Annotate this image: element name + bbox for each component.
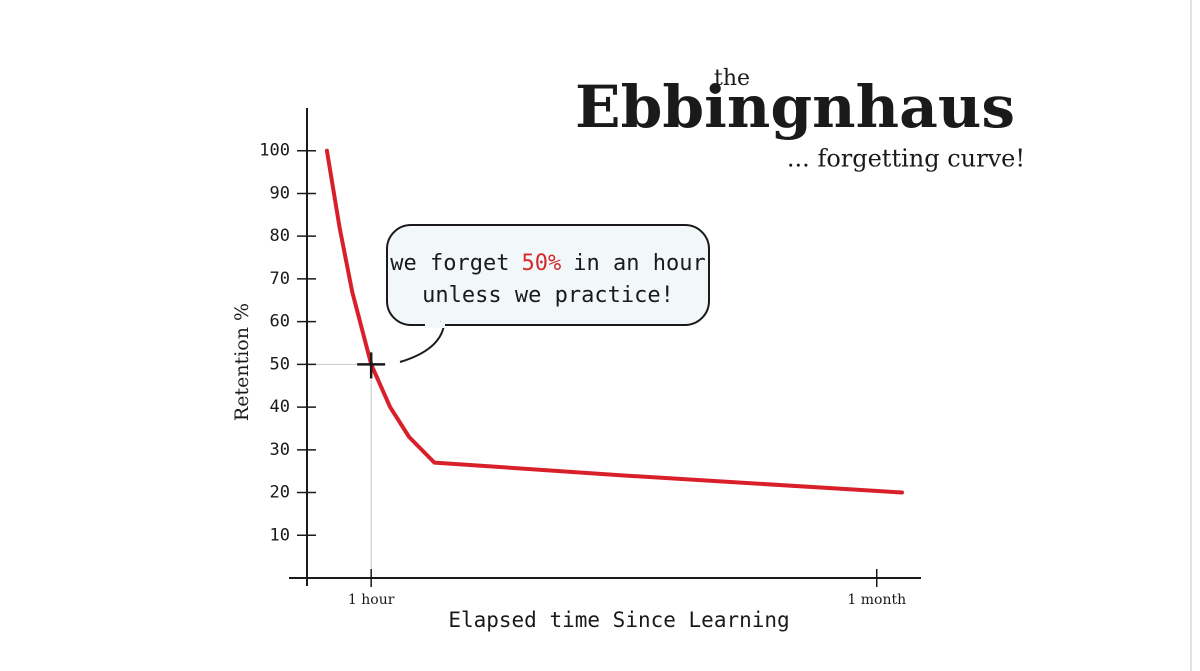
- y-tick-label: 20: [270, 483, 290, 503]
- speech-bubble: [386, 224, 710, 326]
- y-tick-label: 80: [270, 226, 290, 246]
- annotation-part: we forget: [390, 251, 509, 276]
- highlight-marker: [357, 352, 386, 379]
- y-tick-label: 10: [270, 525, 290, 545]
- y-tick-label: 60: [270, 312, 290, 332]
- title: Ebbingnhaus: [575, 73, 1015, 141]
- annotation-part: 50%: [522, 251, 562, 276]
- subtitle: ... forgetting curve!: [787, 145, 1025, 173]
- y-tick-label: 100: [259, 141, 290, 161]
- x-tick-label: 1 month: [847, 592, 906, 608]
- annotation-line: unless we practice!: [422, 283, 674, 308]
- bubble-gap: [425, 322, 445, 328]
- x-tick-label: 1 hour: [348, 592, 395, 608]
- x-axis-label: Elapsed time Since Learning: [448, 608, 789, 632]
- title-prefix: the: [714, 66, 750, 91]
- y-tick-label: 70: [270, 269, 290, 289]
- y-axis-label: Retention %: [231, 303, 253, 421]
- y-tick-label: 30: [270, 440, 290, 460]
- curve: [324, 148, 904, 495]
- y-tick-label: 40: [270, 397, 290, 417]
- y-tick-label: 50: [270, 354, 290, 374]
- annotation-line: we forget 50% in an hour: [390, 251, 705, 276]
- annotation-part: in an hour: [573, 251, 705, 276]
- y-tick-label: 90: [270, 183, 290, 203]
